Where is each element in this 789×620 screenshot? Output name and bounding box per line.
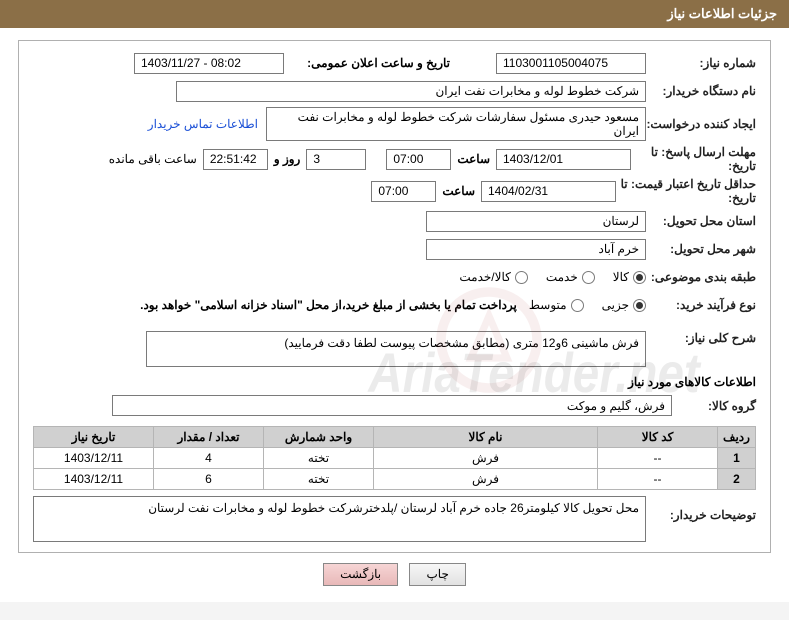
header-bar: جزئیات اطلاعات نیاز bbox=[0, 0, 789, 28]
row-description: شرح کلی نیاز: فرش ماشینی 6و12 متری (مطاب… bbox=[33, 331, 756, 367]
radio-both[interactable]: کالا/خدمت bbox=[459, 270, 527, 284]
city-value: خرم آباد bbox=[426, 239, 646, 260]
remarks-text: محل تحویل کالا کیلومتر26 جاده خرم آباد ل… bbox=[33, 496, 646, 542]
row-buyer-org: نام دستگاه خریدار: شرکت خطوط لوله و مخاب… bbox=[33, 79, 756, 103]
subject-radio-group: کالا خدمت کالا/خدمت bbox=[459, 270, 646, 284]
radio-both-label: کالا/خدمت bbox=[459, 270, 510, 284]
th-name: نام کالا bbox=[374, 427, 598, 448]
requester-label: ایجاد کننده درخواست: bbox=[646, 117, 756, 131]
subject-class-label: طبقه بندی موضوعی: bbox=[646, 270, 756, 284]
row-deadline: مهلت ارسال پاسخ: تا تاریخ: 1403/12/01 سا… bbox=[33, 145, 756, 173]
cell-unit: تخته bbox=[264, 448, 374, 469]
header-title: جزئیات اطلاعات نیاز bbox=[667, 6, 777, 21]
remarks-label: توضیحات خریدار: bbox=[656, 496, 756, 522]
remain-suffix: ساعت باقی مانده bbox=[109, 152, 197, 166]
row-province: استان محل تحویل: لرستان bbox=[33, 209, 756, 233]
cell-date: 1403/12/11 bbox=[34, 448, 154, 469]
purchase-type-label: نوع فرآیند خرید: bbox=[646, 298, 756, 312]
items-table: ردیف کد کالا نام کالا واحد شمارش تعداد /… bbox=[33, 426, 756, 490]
row-group: گروه کالا: فرش، گلیم و موکت bbox=[33, 395, 756, 416]
print-button[interactable]: چاپ bbox=[409, 563, 465, 586]
form-fieldset: AriaTender.net شماره نیاز: 1103001105004… bbox=[18, 40, 771, 553]
purchase-radio-group: جزیی متوسط bbox=[529, 298, 646, 312]
announce-label: تاریخ و ساعت اعلان عمومی: bbox=[290, 56, 450, 70]
back-button[interactable]: بازگشت bbox=[323, 563, 398, 586]
cell-name: فرش bbox=[374, 448, 598, 469]
radio-service[interactable]: خدمت bbox=[546, 270, 595, 284]
desc-label: شرح کلی نیاز: bbox=[646, 331, 756, 345]
cell-code: -- bbox=[598, 448, 718, 469]
window-frame: جزئیات اطلاعات نیاز AriaTender.net شماره… bbox=[0, 0, 789, 602]
content-area: AriaTender.net شماره نیاز: 1103001105004… bbox=[0, 28, 789, 602]
radio-goods-label: کالا bbox=[613, 270, 629, 284]
radio-minor-label: جزیی bbox=[602, 298, 629, 312]
table-row: 1 -- فرش تخته 4 1403/12/11 bbox=[34, 448, 756, 469]
th-code: کد کالا bbox=[598, 427, 718, 448]
radio-service-label: خدمت bbox=[546, 270, 578, 284]
group-label: گروه کالا: bbox=[686, 399, 756, 413]
group-value: فرش، گلیم و موکت bbox=[112, 395, 672, 416]
cell-qty: 6 bbox=[154, 469, 264, 490]
deadline-time: 07:00 bbox=[386, 149, 451, 170]
radio-dot-icon bbox=[633, 299, 646, 312]
province-label: استان محل تحویل: bbox=[646, 214, 756, 228]
city-label: شهر محل تحویل: bbox=[646, 242, 756, 256]
table-header-row: ردیف کد کالا نام کالا واحد شمارش تعداد /… bbox=[34, 427, 756, 448]
deadline-label: مهلت ارسال پاسخ: تا تاریخ: bbox=[631, 145, 756, 173]
radio-medium[interactable]: متوسط bbox=[529, 298, 584, 312]
th-qty: تعداد / مقدار bbox=[154, 427, 264, 448]
row-need-no: شماره نیاز: 1103001105004075 تاریخ و ساع… bbox=[33, 51, 756, 75]
radio-minor[interactable]: جزیی bbox=[602, 298, 646, 312]
need-no-label: شماره نیاز: bbox=[646, 56, 756, 70]
radio-goods[interactable]: کالا bbox=[613, 270, 646, 284]
row-purchase-type: نوع فرآیند خرید: جزیی متوسط پرداخت تمام … bbox=[33, 293, 756, 317]
time-label-2: ساعت bbox=[442, 184, 475, 198]
cell-idx: 1 bbox=[718, 448, 756, 469]
th-date: تاریخ نیاز bbox=[34, 427, 154, 448]
cell-name: فرش bbox=[374, 469, 598, 490]
radio-dot-icon bbox=[571, 299, 584, 312]
days-suffix: روز و bbox=[274, 152, 301, 166]
table-row: 2 -- فرش تخته 6 1403/12/11 bbox=[34, 469, 756, 490]
radio-dot-icon bbox=[515, 271, 528, 284]
time-label-1: ساعت bbox=[457, 152, 490, 166]
requester-value: مسعود حیدری مسئول سفارشات شرکت خطوط لوله… bbox=[266, 107, 646, 141]
announce-value: 1403/11/27 - 08:02 bbox=[134, 53, 284, 74]
row-subject-class: طبقه بندی موضوعی: کالا خدمت کالا/خدمت bbox=[33, 265, 756, 289]
button-bar: چاپ بازگشت bbox=[18, 563, 771, 592]
province-value: لرستان bbox=[426, 211, 646, 232]
deadline-date: 1403/12/01 bbox=[496, 149, 631, 170]
row-remarks: توضیحات خریدار: محل تحویل کالا کیلومتر26… bbox=[33, 496, 756, 542]
days-value: 3 bbox=[306, 149, 366, 170]
radio-dot-icon bbox=[633, 271, 646, 284]
buyer-org-value: شرکت خطوط لوله و مخابرات نفت ایران bbox=[176, 81, 646, 102]
row-city: شهر محل تحویل: خرم آباد bbox=[33, 237, 756, 261]
countdown: 22:51:42 bbox=[203, 149, 268, 170]
buyer-org-label: نام دستگاه خریدار: bbox=[646, 84, 756, 98]
radio-medium-label: متوسط bbox=[529, 298, 567, 312]
cell-code: -- bbox=[598, 469, 718, 490]
validity-time: 07:00 bbox=[371, 181, 436, 202]
cell-unit: تخته bbox=[264, 469, 374, 490]
cell-qty: 4 bbox=[154, 448, 264, 469]
desc-text: فرش ماشینی 6و12 متری (مطابق مشخصات پیوست… bbox=[146, 331, 646, 367]
items-section-title: اطلاعات کالاهای مورد نیاز bbox=[33, 375, 756, 389]
cell-idx: 2 bbox=[718, 469, 756, 490]
row-validity: حداقل تاریخ اعتبار قیمت: تا تاریخ: 1404/… bbox=[33, 177, 756, 205]
need-no-value: 1103001105004075 bbox=[496, 53, 646, 74]
radio-dot-icon bbox=[582, 271, 595, 284]
cell-date: 1403/12/11 bbox=[34, 469, 154, 490]
buyer-contact-link[interactable]: اطلاعات تماس خریدار bbox=[148, 117, 258, 131]
th-unit: واحد شمارش bbox=[264, 427, 374, 448]
purchase-note: پرداخت تمام یا بخشی از مبلغ خرید،از محل … bbox=[140, 298, 517, 312]
th-row: ردیف bbox=[718, 427, 756, 448]
validity-date: 1404/02/31 bbox=[481, 181, 616, 202]
row-requester: ایجاد کننده درخواست: مسعود حیدری مسئول س… bbox=[33, 107, 756, 141]
validity-label: حداقل تاریخ اعتبار قیمت: تا تاریخ: bbox=[616, 177, 756, 205]
